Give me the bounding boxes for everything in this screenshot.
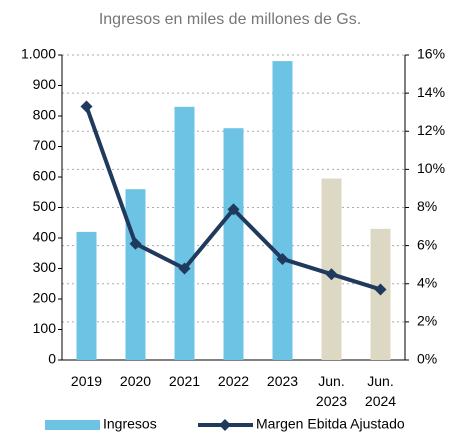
y-tick-label: 100 <box>33 320 57 336</box>
marker <box>227 203 240 216</box>
y2-tick-label: 8% <box>417 198 437 214</box>
bar <box>76 231 97 360</box>
x-tick-line: Jun. <box>367 373 393 389</box>
x-tick-line: 2019 <box>71 373 102 389</box>
bar <box>223 128 244 360</box>
y2-tick-label: 6% <box>417 236 437 252</box>
y2-tick-label: 4% <box>417 274 437 290</box>
bar <box>272 61 293 360</box>
legend-label: Ingresos <box>103 416 157 432</box>
y2-tick-label: 16% <box>417 46 445 62</box>
y2-tick-label: 10% <box>417 160 445 176</box>
legend-label: Margen Ebitda Ajustado <box>256 416 405 432</box>
y-tick-label: 400 <box>33 229 57 245</box>
x-tick-label: Jun. 2023 <box>316 373 347 409</box>
y-tick-label: 300 <box>33 259 57 275</box>
y-tick-label: 600 <box>33 168 57 184</box>
marker <box>129 237 142 250</box>
x-tick-line: 2020 <box>120 373 151 389</box>
legend-marker <box>219 419 231 431</box>
y-tick-label: 800 <box>33 107 57 123</box>
marker <box>374 283 387 296</box>
marker <box>276 252 289 265</box>
x-tick-line: 2022 <box>218 373 249 389</box>
bar <box>125 189 146 360</box>
y2-tick-label: 2% <box>417 313 437 329</box>
x-tick-label: 2022 <box>218 373 249 389</box>
x-tick-line: 2021 <box>169 373 200 389</box>
x-tick-label: 2020 <box>120 373 151 389</box>
marker <box>325 268 338 281</box>
x-tick-line: 2024 <box>365 393 396 409</box>
x-tick-line: 2023 <box>316 393 347 409</box>
x-tick-label: 2021 <box>169 373 200 389</box>
bar <box>174 106 195 360</box>
x-tick-line: Jun. <box>318 373 344 389</box>
chart-title: Ingresos en miles de millones de Gs. <box>99 11 361 28</box>
x-tick-label: 2019 <box>71 373 102 389</box>
y-tick-label: 900 <box>33 76 57 92</box>
y2-tick-label: 14% <box>417 84 445 100</box>
marker <box>178 262 191 275</box>
y-tick-label: 500 <box>33 198 57 214</box>
legend-swatch <box>45 420 100 430</box>
marker <box>80 100 93 113</box>
x-tick-line: 2023 <box>267 373 298 389</box>
y-tick-label: 700 <box>33 137 57 153</box>
y-tick-label: 1.000 <box>21 46 56 62</box>
y2-tick-label: 12% <box>417 122 445 138</box>
y-tick-label: 0 <box>48 351 56 367</box>
x-tick-label: 2023 <box>267 373 298 389</box>
x-tick-label: Jun. 2024 <box>365 373 396 409</box>
y-tick-label: 200 <box>33 290 57 306</box>
y2-tick-label: 0% <box>417 351 437 367</box>
